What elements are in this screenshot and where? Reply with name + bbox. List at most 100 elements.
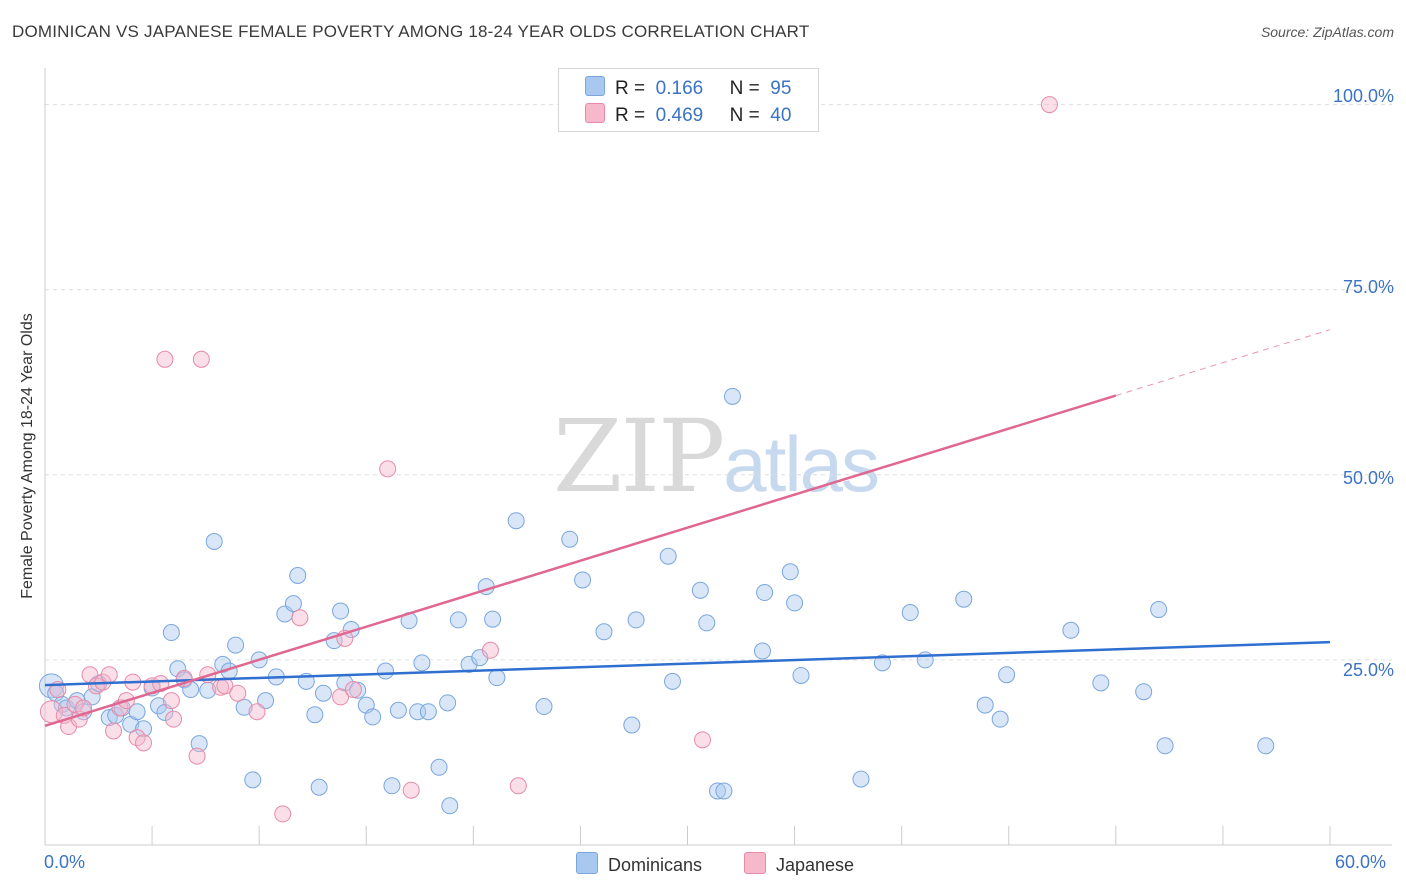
- watermark-zip: ZIP: [553, 398, 725, 515]
- dominican-point: [413, 654, 431, 672]
- dominican-point: [460, 655, 478, 673]
- dominican-point: [792, 666, 810, 684]
- dominican-point: [561, 530, 579, 548]
- dominican-point: [419, 703, 437, 721]
- japanese-point: [481, 641, 499, 659]
- japanese-point: [379, 460, 397, 478]
- dominican-point: [753, 642, 771, 660]
- dominican-point: [383, 777, 401, 795]
- dominican-point: [1150, 601, 1168, 619]
- japanese-point: [274, 805, 292, 823]
- dominican-point: [449, 611, 467, 629]
- dominican-point: [627, 611, 645, 629]
- dominican-point: [715, 782, 733, 800]
- dominican-point: [708, 782, 726, 800]
- dominican-point: [664, 672, 682, 690]
- japanese-point: [332, 688, 350, 706]
- japanese-point: [344, 681, 362, 699]
- japanese-point: [248, 703, 266, 721]
- japanese-point: [165, 710, 182, 728]
- dominican-point: [430, 758, 448, 776]
- legend-n-value: 40: [770, 105, 792, 126]
- japanese-point: [135, 734, 153, 752]
- stats-legend: R = 0.166 N = 95 R = 0.469 N = 40: [558, 68, 819, 132]
- dominican-point: [786, 594, 804, 612]
- y-tick-label-50: 50.0%: [1342, 468, 1394, 488]
- dominican-point: [659, 547, 677, 565]
- japanese-point: [192, 350, 210, 368]
- japanese-point: [402, 781, 420, 799]
- dominican-point: [691, 581, 709, 599]
- dominican-point: [289, 567, 307, 584]
- legend-r-label: R =: [615, 105, 646, 126]
- bottom-legend-swatch-blue: [576, 852, 598, 874]
- dominican-point: [389, 701, 407, 719]
- dominican-point: [976, 696, 994, 714]
- legend-swatch-pink: [585, 103, 605, 123]
- dominican-point: [441, 797, 459, 815]
- dominican-point: [723, 387, 741, 405]
- legend-row-dominicans: R = 0.166 N = 95: [585, 76, 791, 100]
- dominican-point: [781, 563, 799, 581]
- japanese-point: [509, 777, 527, 795]
- dominican-point: [364, 708, 382, 726]
- dominican-point: [128, 703, 146, 721]
- dominican-point: [574, 571, 592, 589]
- dominican-point: [244, 771, 262, 789]
- dominican-point: [235, 698, 253, 716]
- dominican-point: [377, 662, 395, 680]
- japanese-point: [188, 747, 206, 765]
- bottom-legend-dominicans-label: Dominicans: [608, 855, 703, 875]
- japanese-point: [693, 731, 711, 749]
- dominican-point: [901, 604, 919, 622]
- dominican-point: [205, 532, 223, 550]
- japanese-point: [100, 666, 118, 684]
- dominican-point: [595, 623, 613, 641]
- bottom-legend-dominicans: Dominicans: [576, 852, 702, 876]
- y-tick-label-75: 75.0%: [1342, 277, 1394, 297]
- legend-r-value: 0.469: [655, 105, 704, 126]
- legend-r-label: R =: [615, 78, 646, 99]
- dominican-point: [162, 624, 180, 642]
- dominican-point: [169, 660, 187, 678]
- japanese-trend-line: [44, 394, 1117, 727]
- dominican-point: [998, 666, 1016, 684]
- dominican-point: [439, 694, 457, 712]
- legend-r-value: 0.166: [655, 78, 704, 99]
- dominican-point: [1135, 683, 1153, 701]
- source-label: Source: ZipAtlas.com: [1260, 24, 1394, 40]
- y-tick-label-25: 25.0%: [1342, 660, 1394, 680]
- chart-title: DOMINICAN VS JAPANESE FEMALE POVERTY AMO…: [12, 22, 810, 41]
- dominican-trend-line: [44, 640, 1331, 687]
- dominican-point: [756, 584, 774, 602]
- dominican-point: [310, 778, 328, 796]
- x-tick-label-min: 0.0%: [44, 852, 86, 872]
- dominican-point: [227, 636, 245, 654]
- japanese-point: [162, 692, 180, 710]
- dominican-point: [100, 709, 118, 727]
- bottom-legend-japanese-label: Japanese: [776, 855, 855, 875]
- dominican-point: [190, 735, 208, 753]
- dominican-point: [955, 590, 973, 608]
- dominican-point: [484, 610, 502, 628]
- dominican-point: [507, 512, 525, 530]
- dominican-point: [698, 614, 716, 632]
- japanese-point: [105, 722, 123, 740]
- dominican-point: [991, 710, 1009, 728]
- japanese-point: [156, 350, 174, 368]
- dominican-point: [1092, 674, 1110, 692]
- dominican-point: [135, 720, 153, 738]
- japanese-point: [291, 609, 309, 627]
- dominican-point: [214, 655, 232, 673]
- dominican-point: [1257, 737, 1275, 755]
- dominican-point: [488, 669, 506, 687]
- dominican-point: [852, 770, 870, 788]
- dominican-point: [535, 698, 553, 716]
- dominican-point: [1156, 737, 1174, 755]
- watermark: ZIPatlas: [553, 398, 880, 515]
- legend-n-label: N =: [729, 78, 760, 99]
- dominican-point: [150, 697, 168, 715]
- legend-swatch-blue: [585, 76, 605, 96]
- japanese-point: [229, 684, 247, 702]
